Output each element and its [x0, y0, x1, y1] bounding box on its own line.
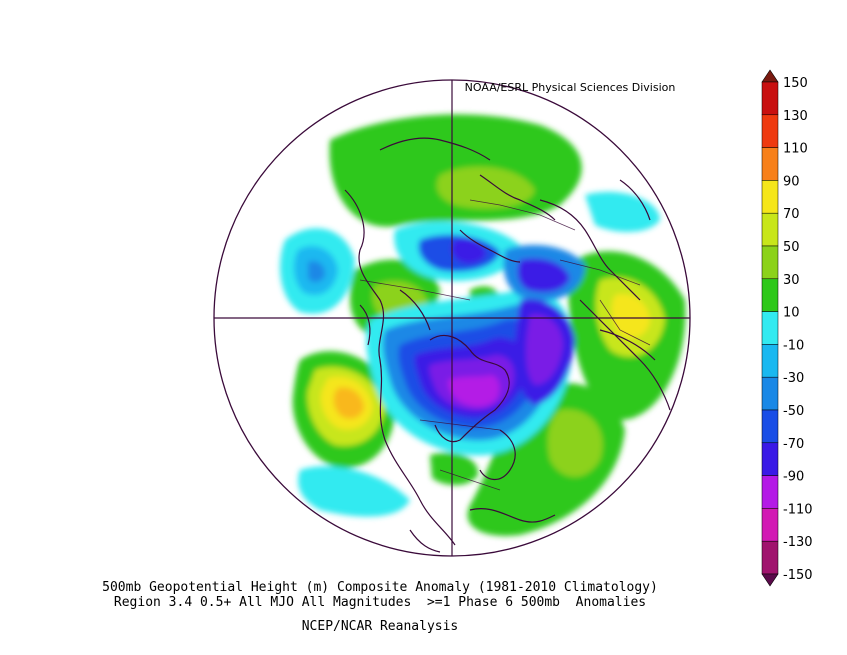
colorbar-label: 110 [783, 142, 808, 157]
colorbar-segment [761, 311, 779, 345]
colorbar-segment [761, 475, 779, 509]
colorbar-segment [761, 508, 779, 542]
colorbar-label: 50 [783, 240, 800, 255]
coastlines [344, 137, 671, 553]
colorbar-label: -70 [783, 437, 804, 452]
colorbar-label: 70 [783, 207, 800, 222]
colorbar-label: -150 [783, 568, 813, 583]
colorbar-label: 10 [783, 306, 800, 321]
colorbar-segment [761, 409, 779, 444]
caption-title: 500mb Geopotential Height (m) Composite … [102, 580, 658, 595]
colorbar-segment [761, 344, 779, 378]
caption-subtitle: Region 3.4 0.5+ All MJO All Magnitudes >… [113, 595, 647, 610]
colorbar-arrow-top [761, 69, 779, 83]
colorbar-segment [761, 442, 779, 476]
borders [359, 199, 651, 491]
colorbar-label: -50 [783, 404, 804, 419]
colorbar-segment [761, 540, 779, 575]
colorbar-label: 150 [783, 76, 808, 91]
colorbar-segment [761, 81, 779, 116]
colorbar-segment [761, 245, 779, 280]
colorbar-label: -30 [783, 371, 804, 386]
colorbar-label: 30 [783, 273, 800, 288]
colorbar-label: -110 [783, 502, 813, 517]
colorbar-label: -90 [783, 470, 804, 485]
colorbar-segment [761, 212, 779, 247]
colorbar-segment [761, 278, 779, 312]
colorbar-segment [761, 147, 779, 181]
polar-map [213, 79, 691, 557]
colorbar: 150 130 110 90 70 50 30 10 -10 -30 -50 -70 -90 -110 -1… [761, 69, 813, 587]
colorbar-label: 90 [783, 174, 800, 189]
colorbar-segment [761, 180, 779, 214]
colorbar-segment [761, 376, 779, 411]
colorbar-label: 130 [783, 109, 808, 124]
caption-dataset: NCEP/NCAR Reanalysis [301, 619, 459, 634]
colorbar-label: -10 [783, 338, 804, 353]
colorbar-label: -130 [783, 535, 813, 550]
colorbar-segment [761, 114, 779, 148]
colorbar-arrow-bottom [761, 573, 779, 587]
source-label: NOAA/ESRL Physical Sciences Division [465, 81, 676, 94]
map-boundary [213, 79, 691, 557]
anomaly-field [214, 80, 690, 556]
